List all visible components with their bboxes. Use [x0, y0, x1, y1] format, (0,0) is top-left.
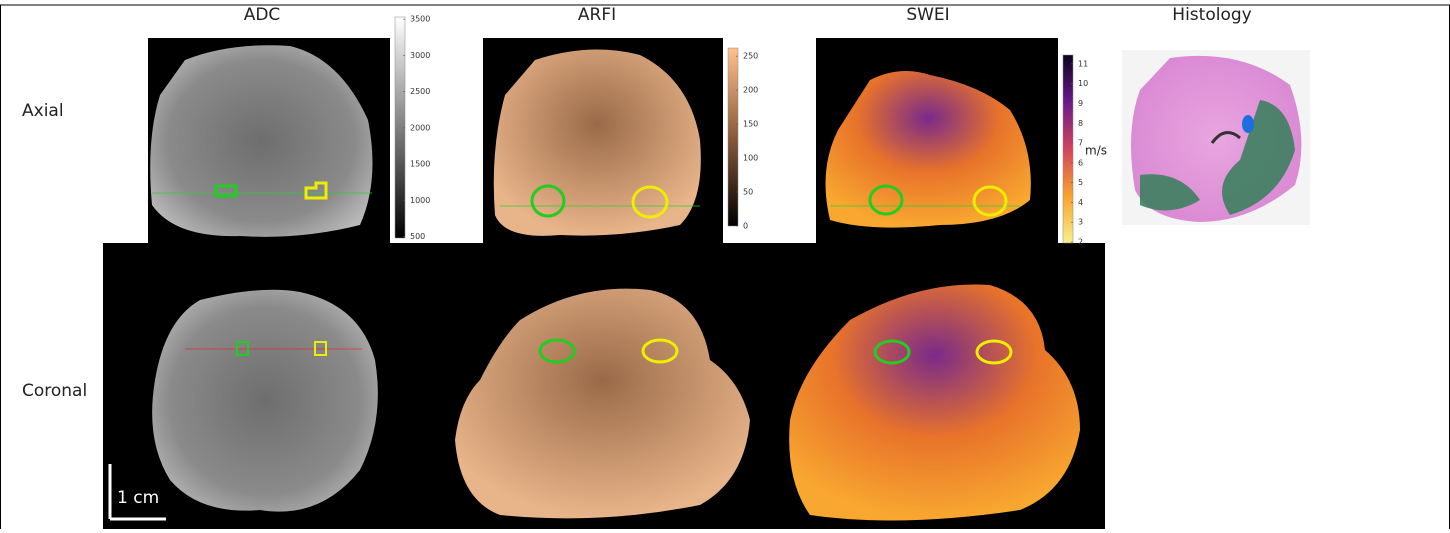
colorbar-tick-label: 50 — [743, 188, 753, 197]
colorbar — [395, 17, 405, 238]
column-header: ADC — [244, 5, 281, 25]
colorbar-tick-label: 250 — [743, 52, 758, 61]
colorbar-tick-label: 2 — [1078, 238, 1083, 247]
axial-histology — [1122, 50, 1310, 225]
scale-bar-label: 1 cm — [117, 488, 159, 508]
figure: ADC ARFI SWEI Histology Axial Coronal 1 … — [0, 0, 1450, 529]
colorbar-tick-label: 6 — [1078, 158, 1083, 167]
colorbar-tick-label: 10 — [1078, 79, 1088, 88]
colorbar-tick-label: 3500 — [410, 15, 430, 24]
column-header: SWEI — [906, 5, 949, 25]
row-label: Axial — [22, 101, 64, 121]
colorbar-tick-label: 500 — [410, 232, 425, 241]
colorbar — [1063, 55, 1073, 243]
colorbar-tick-label: 11 — [1078, 59, 1088, 68]
colorbar — [728, 48, 738, 226]
colorbar-tick-label: 7 — [1078, 139, 1083, 148]
colorbar-tick-label: 2500 — [410, 87, 430, 96]
axial-arfi — [483, 38, 723, 243]
column-header: Histology — [1172, 5, 1251, 25]
colorbar-tick-label: 9 — [1078, 99, 1083, 108]
colorbar-tick-label: 1000 — [410, 196, 430, 205]
column-header: ARFI — [578, 5, 616, 25]
colorbar-tick-label: 2000 — [410, 123, 430, 132]
colorbar-unit: m/s — [1085, 144, 1107, 158]
colorbar-tick-label: 5 — [1078, 178, 1083, 187]
colorbar-tick-label: 100 — [743, 154, 758, 163]
colorbar-tick-label: 200 — [743, 86, 758, 95]
axial-swei — [816, 38, 1058, 243]
colorbar-tick-label: 1500 — [410, 160, 430, 169]
colorbar-tick-label: 0 — [743, 222, 748, 231]
colorbar-tick-label: 150 — [743, 120, 758, 129]
colorbar-tick-label: 3 — [1078, 218, 1083, 227]
row-label: Coronal — [22, 381, 87, 401]
colorbar-tick-label: 4 — [1078, 198, 1083, 207]
coronal-panel: 1 cm — [103, 243, 1105, 529]
colorbar-tick-label: 8 — [1078, 119, 1083, 128]
colorbar-tick-label: 3000 — [410, 51, 430, 60]
axial-adc — [148, 38, 390, 243]
